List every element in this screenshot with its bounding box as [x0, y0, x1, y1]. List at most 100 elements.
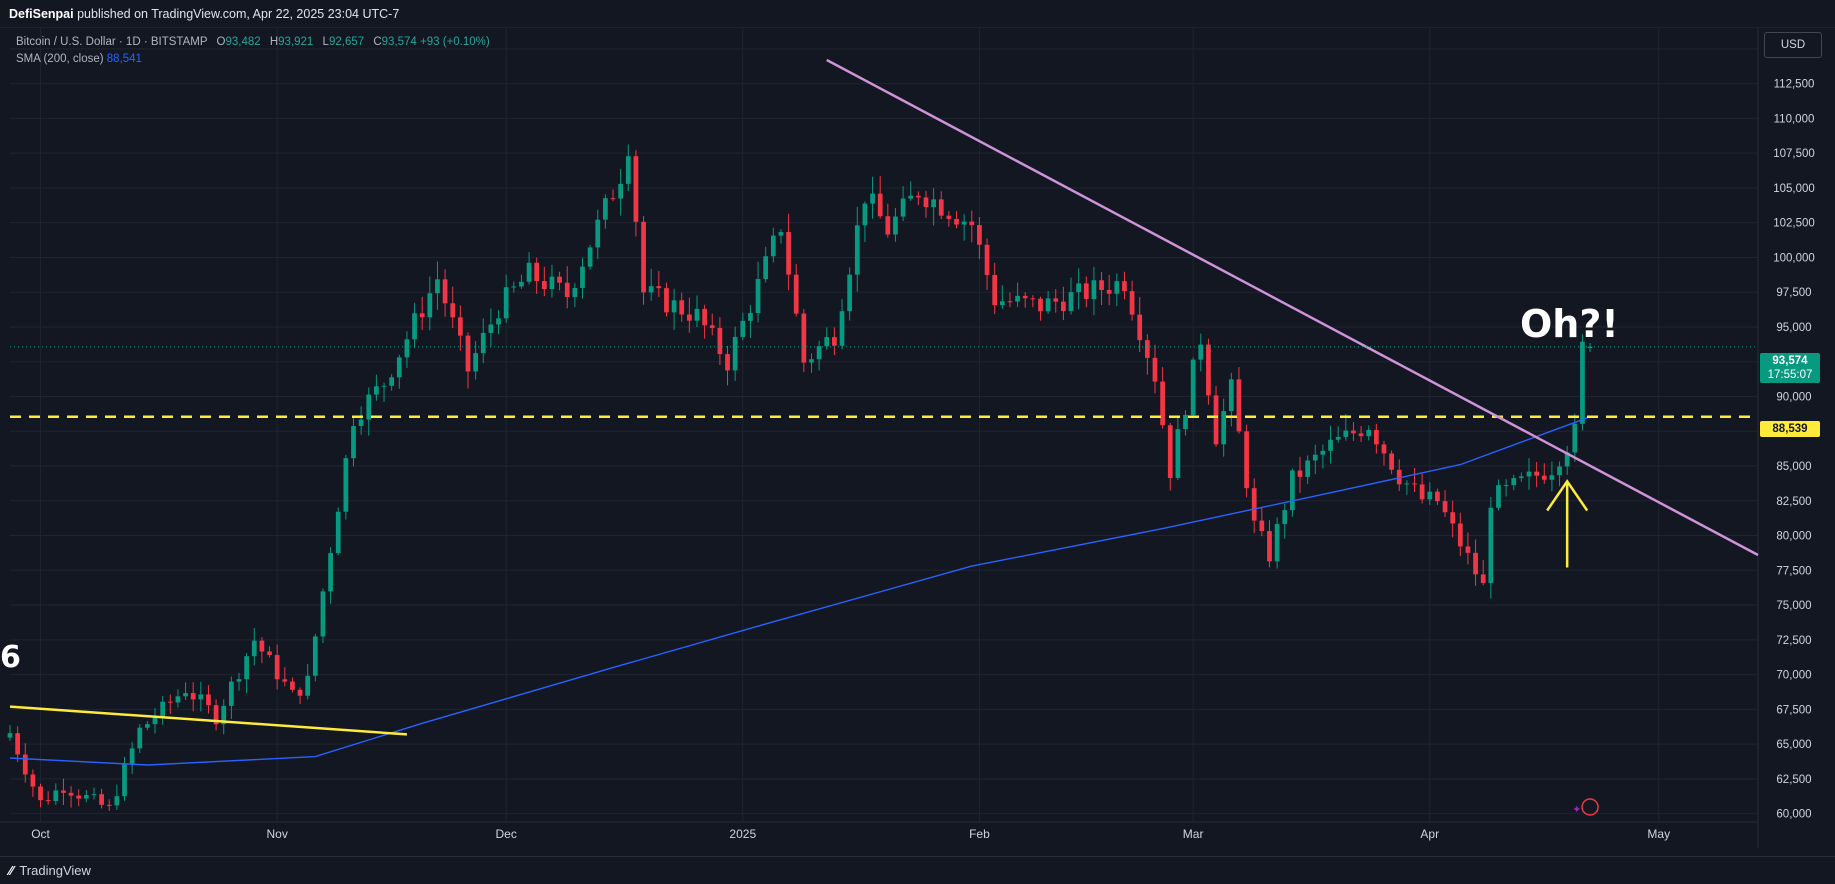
y-tick-label: 75,000	[1776, 600, 1811, 612]
candle-body	[1534, 471, 1540, 476]
sma200-line	[9, 416, 1591, 766]
candle-body	[618, 183, 624, 199]
y-tick-label: 62,500	[1776, 774, 1811, 786]
candle-body	[725, 354, 730, 371]
candle-body	[877, 193, 883, 217]
candle-body	[1519, 476, 1524, 479]
candle-body	[1122, 281, 1127, 292]
candle-body	[1381, 444, 1387, 454]
candle-body	[282, 679, 288, 682]
candle-body	[1076, 283, 1082, 293]
candle-body	[175, 696, 181, 703]
candle-body	[412, 313, 417, 340]
candle-body	[496, 318, 501, 325]
candle-body	[625, 156, 631, 184]
candle-body	[343, 458, 349, 512]
candle-body	[1053, 298, 1059, 302]
candle-body	[1022, 295, 1028, 299]
candle-body	[816, 346, 822, 360]
candle-body	[61, 790, 66, 793]
candle-body	[7, 733, 13, 738]
candle-body	[686, 314, 692, 321]
candle-body	[404, 339, 410, 358]
candle-body	[832, 337, 837, 346]
candle-body	[671, 300, 677, 313]
candle-body	[1137, 314, 1143, 341]
candle-body	[335, 511, 341, 554]
candle-body	[946, 215, 952, 219]
author-name[interactable]: DefiSenpai	[9, 7, 74, 21]
candle-body	[1580, 341, 1585, 424]
x-tick-label: 2025	[729, 827, 756, 841]
candle-body	[267, 651, 272, 656]
candle-body	[1198, 344, 1204, 360]
candle-body	[488, 324, 494, 333]
y-tick-label: 82,500	[1776, 496, 1811, 508]
candle-body	[106, 804, 112, 806]
candle-body	[236, 679, 242, 682]
candle-body	[190, 693, 196, 700]
candle-body	[511, 286, 517, 288]
footer-brand[interactable]: TradingView	[19, 863, 91, 878]
sma-label[interactable]: SMA (200, close)	[16, 53, 104, 65]
candle-body	[610, 198, 616, 200]
candle-body	[297, 689, 303, 696]
candle-body	[1030, 298, 1036, 300]
tradingview-logo-icon[interactable]: ⁄⁄	[9, 863, 14, 878]
candle-body	[641, 221, 646, 293]
chart-legend: Bitcoin / U.S. Dollar · 1D · BITSTAMP O9…	[16, 34, 490, 68]
candle-body	[1511, 478, 1517, 486]
candle-body	[1480, 574, 1486, 584]
candle-body	[259, 640, 265, 652]
candle-body	[396, 357, 402, 378]
last-price-value: 93,574	[1772, 355, 1808, 367]
candle-body	[740, 320, 746, 337]
level-price-tag: 88,539	[1760, 421, 1820, 437]
candle-body	[450, 303, 456, 318]
candle-body	[1335, 436, 1341, 440]
candle-body	[900, 198, 906, 217]
candle-body	[1259, 520, 1265, 532]
candle-body	[1061, 301, 1066, 312]
candle-body	[22, 754, 28, 775]
candle-body	[305, 675, 311, 696]
candle-body	[1427, 491, 1433, 500]
price-chart[interactable]: 60,000 62,500 65,000 67,500 70,000 72,500 75,0…	[0, 0, 1835, 856]
symbol-title[interactable]: Bitcoin / U.S. Dollar · 1D · BITSTAMP	[16, 36, 208, 48]
x-tick-label: Apr	[1420, 827, 1439, 841]
candle-body	[1343, 430, 1349, 437]
x-tick-label: Oct	[31, 827, 50, 841]
candle-body	[587, 247, 593, 267]
candle-body	[435, 279, 440, 294]
candle-body	[1366, 429, 1372, 437]
symbol-row: Bitcoin / U.S. Dollar · 1D · BITSTAMP O9…	[16, 36, 490, 48]
candle-body	[1587, 346, 1593, 349]
candle-body	[999, 301, 1005, 306]
candle-body	[1396, 469, 1402, 485]
candle-body	[1564, 452, 1570, 467]
candle-body	[519, 281, 524, 287]
candle-body	[595, 219, 601, 248]
candle-body	[786, 232, 791, 275]
candle-body	[1442, 501, 1448, 513]
candle-body	[1473, 552, 1478, 575]
candle-body	[992, 274, 998, 306]
currency-button[interactable]: USD	[1764, 32, 1822, 58]
candle-body	[526, 262, 532, 282]
y-tick-label: 80,000	[1776, 531, 1811, 543]
candle-body	[129, 748, 135, 764]
candle-body	[564, 282, 570, 298]
low-value: 92,657	[328, 36, 365, 48]
candle-body	[213, 705, 219, 725]
clipped-annotation-text[interactable]: 6	[0, 640, 20, 675]
candle-body	[76, 795, 82, 799]
candle-body	[1305, 460, 1311, 477]
candle-body	[1572, 423, 1578, 453]
candle-body	[160, 701, 166, 718]
x-tick-label: Mar	[1183, 827, 1204, 841]
chart-annotation-text[interactable]: Oh?!	[1520, 302, 1619, 346]
y-tick-label: 100,000	[1773, 252, 1815, 264]
candle-body	[923, 197, 929, 208]
y-tick-label: 95,000	[1776, 322, 1811, 334]
x-tick-label: May	[1647, 827, 1670, 841]
